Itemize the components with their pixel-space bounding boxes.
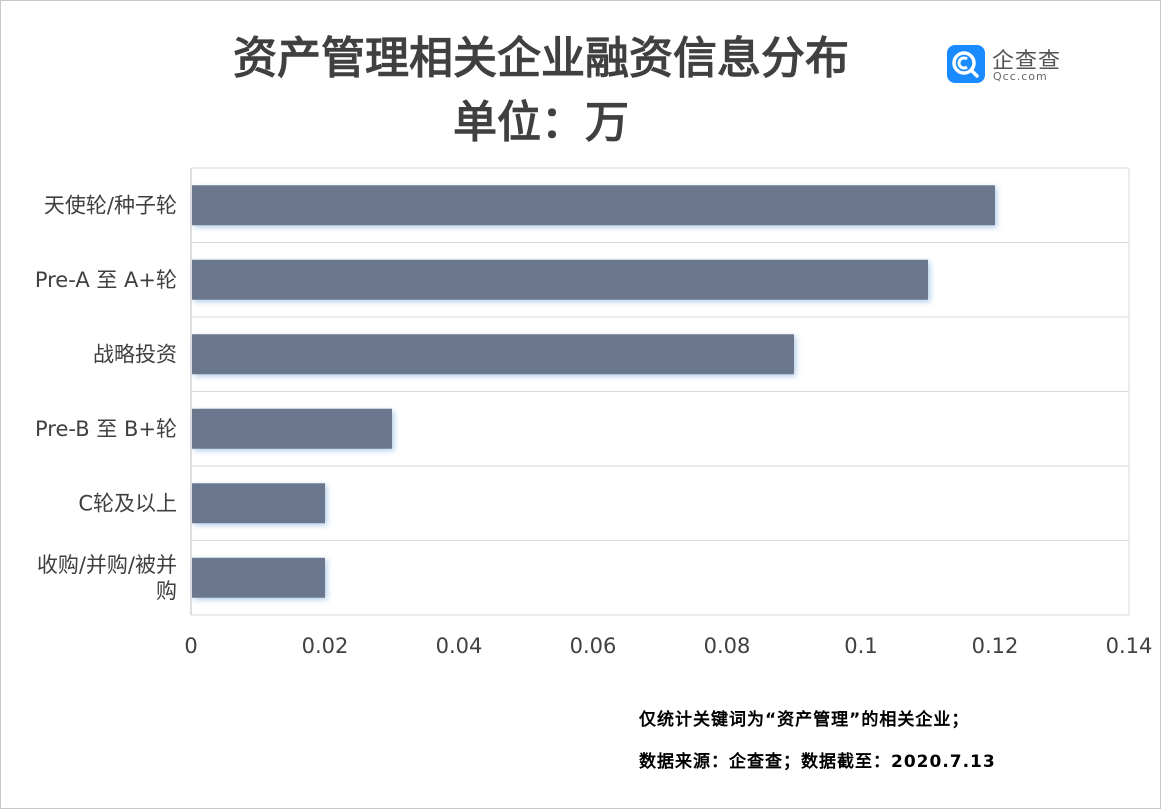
x-tick-label: 0.04 bbox=[436, 634, 483, 658]
footnote-scope: 仅统计关键词为“资产管理”的相关企业； bbox=[639, 710, 970, 730]
x-tick-label: 0.14 bbox=[1106, 634, 1153, 658]
x-tick-label: 0.02 bbox=[302, 634, 349, 658]
x-tick-label: 0.12 bbox=[972, 634, 1019, 658]
bar bbox=[192, 185, 995, 226]
qcc-logo-icon bbox=[947, 45, 985, 83]
chart-unit-subtitle: 单位：万 bbox=[453, 97, 629, 148]
bar bbox=[192, 259, 928, 300]
category-label: 天使轮/种子轮 bbox=[44, 193, 177, 217]
category-label: 战略投资 bbox=[93, 342, 177, 366]
x-tick-label: 0 bbox=[184, 634, 197, 658]
category-label: Pre-A 至 A+轮 bbox=[35, 268, 177, 292]
category-label: Pre-B 至 B+轮 bbox=[35, 417, 177, 441]
x-tick-label: 0.08 bbox=[704, 634, 751, 658]
bar bbox=[192, 557, 325, 598]
footnote-source: 数据来源：企查查；数据截至：2020.7.13 bbox=[639, 752, 996, 772]
bar bbox=[192, 334, 794, 375]
category-label: C轮及以上 bbox=[78, 491, 177, 515]
logo-domain: Qcc.com bbox=[993, 70, 1048, 83]
x-tick-label: 0.06 bbox=[570, 634, 617, 658]
qcc-logo: 企查查 Qcc.com bbox=[947, 45, 1067, 89]
bar bbox=[192, 483, 325, 524]
bar bbox=[192, 408, 392, 449]
category-label: 收购/并购/被并购 bbox=[37, 553, 177, 603]
x-tick-label: 0.1 bbox=[844, 634, 877, 658]
chart-title: 资产管理相关企业融资信息分布 bbox=[233, 33, 849, 84]
logo-name: 企查查 bbox=[992, 49, 1062, 74]
